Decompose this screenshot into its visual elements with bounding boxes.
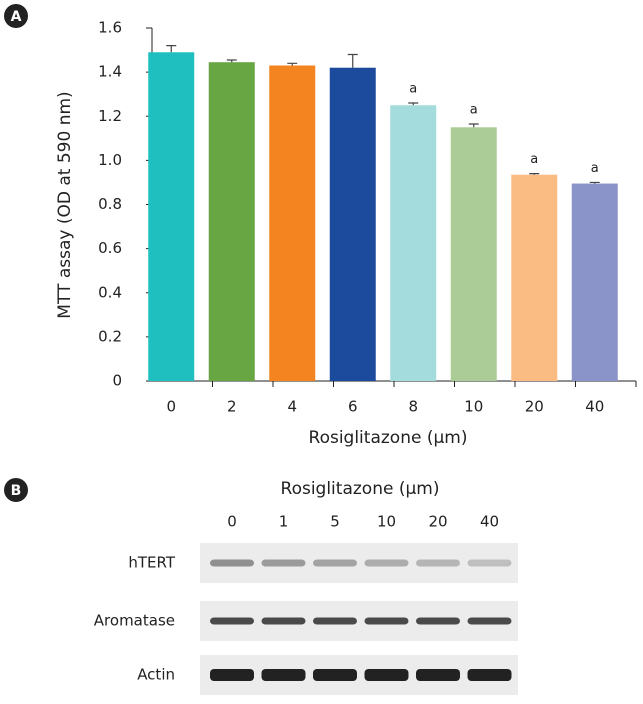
y-tick-label: 1.0 — [98, 151, 122, 169]
error-bar — [348, 54, 358, 67]
blot-band — [313, 669, 357, 681]
y-tick-label: 0 — [112, 372, 122, 390]
row-label: Actin — [137, 666, 175, 684]
blot-band — [468, 669, 512, 681]
lane-label: 1 — [279, 513, 289, 531]
error-bar — [287, 63, 297, 65]
row-label: hTERT — [128, 554, 175, 572]
blot-title: Rosiglitazone (μm) — [281, 479, 440, 499]
annotation: a — [470, 102, 478, 117]
bar — [572, 184, 618, 381]
blot-band — [313, 560, 357, 567]
row-label: Aromatase — [94, 612, 175, 630]
blot-band — [210, 560, 254, 567]
bar — [209, 62, 255, 381]
blot-band — [468, 560, 512, 567]
x-tick-label: 40 — [585, 398, 604, 416]
blot-band — [416, 618, 460, 625]
blot-band — [210, 669, 254, 681]
lane-label: 0 — [227, 513, 237, 531]
error-bar — [529, 174, 539, 175]
bar — [390, 105, 436, 381]
x-tick-label: 8 — [408, 398, 418, 416]
blot-band — [416, 560, 460, 567]
x-tick-label: 10 — [464, 398, 483, 416]
blot-band — [365, 618, 409, 625]
error-bar — [166, 46, 176, 53]
blot-band — [416, 669, 460, 681]
blot-band — [313, 618, 357, 625]
blot-band — [262, 669, 306, 681]
error-bar — [227, 60, 237, 62]
blot-band — [262, 618, 306, 625]
y-tick-label: 1.6 — [98, 19, 122, 37]
blot-band — [210, 618, 254, 625]
y-tick-label: 0.4 — [98, 283, 122, 301]
bar — [330, 68, 376, 381]
annotation: a — [530, 152, 538, 167]
error-bar — [590, 182, 600, 183]
annotation: a — [409, 82, 417, 97]
panel-label: B — [11, 483, 22, 499]
y-axis-label: MTT assay (OD at 590 nm) — [55, 91, 75, 318]
x-axis-label: Rosiglitazone (μm) — [309, 428, 468, 448]
blot-band — [365, 560, 409, 567]
lane-label: 5 — [330, 513, 340, 531]
panel-label: A — [11, 9, 22, 25]
y-tick-label: 0.6 — [98, 239, 122, 257]
x-tick-label: 0 — [166, 398, 176, 416]
blot-band — [262, 560, 306, 567]
x-tick-label: 4 — [287, 398, 297, 416]
y-tick-label: 0.8 — [98, 195, 122, 213]
error-bar — [469, 124, 479, 127]
error-bar — [408, 103, 418, 105]
bar — [269, 66, 315, 381]
bar — [451, 127, 497, 381]
bar — [511, 175, 557, 381]
blot-band — [468, 618, 512, 625]
lane-label: 40 — [480, 513, 499, 531]
lane-label: 20 — [428, 513, 447, 531]
lane-label: 10 — [377, 513, 396, 531]
figure: A B MTT assay (OD at 590 nm) Rosiglitazo… — [0, 0, 643, 700]
y-tick-label: 0.2 — [98, 327, 122, 345]
y-tick-label: 1.4 — [98, 63, 122, 81]
annotation: a — [591, 161, 599, 176]
x-tick-label: 20 — [525, 398, 544, 416]
blot-band — [365, 669, 409, 681]
x-tick-label: 2 — [227, 398, 237, 416]
bar — [148, 52, 194, 381]
x-tick-label: 6 — [348, 398, 358, 416]
y-tick-label: 1.2 — [98, 107, 122, 125]
